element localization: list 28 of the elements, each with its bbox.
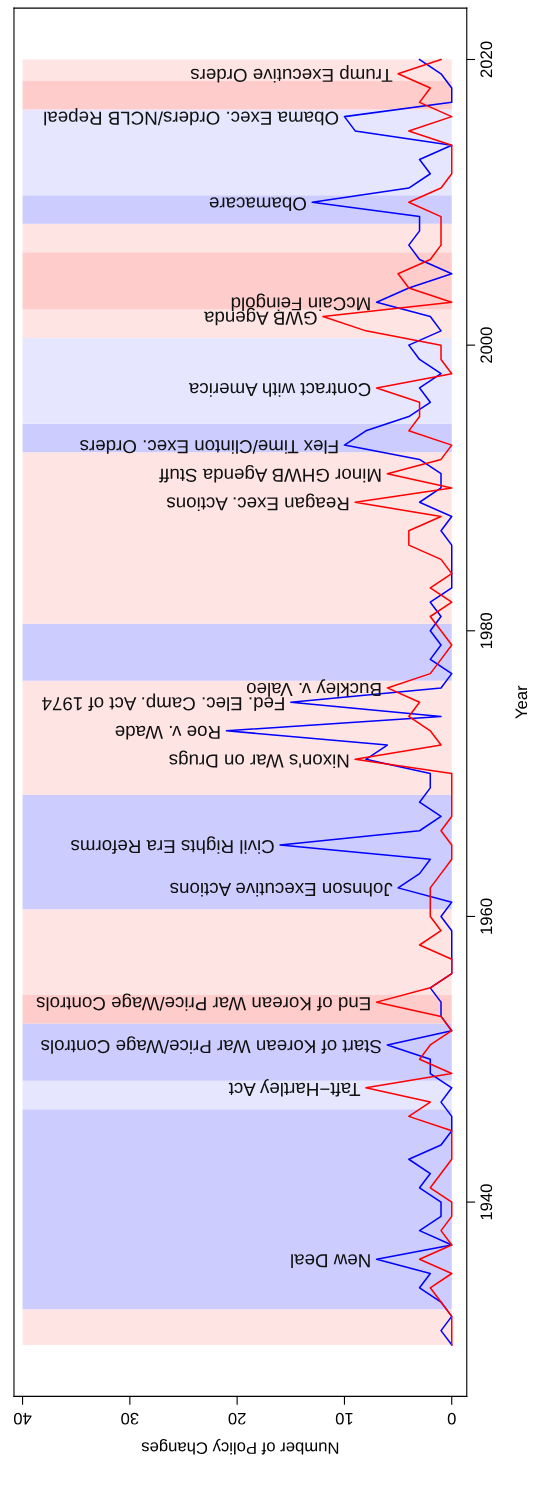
annotation: Trump Executive Orders xyxy=(190,65,393,83)
y-tick-label: 1980 xyxy=(480,612,493,649)
x-tick-label: 20 xyxy=(228,1412,246,1425)
annotation: Start of Korean War Price/Wage Controls xyxy=(41,1036,382,1054)
x-axis-title: Number of Policy Changes xyxy=(141,1438,339,1455)
y-tick-label: 1940 xyxy=(480,1184,493,1220)
annotation: Minor GHWB Agenda Stuff xyxy=(159,464,381,483)
x-tick-label: 30 xyxy=(121,1412,139,1425)
annotation: Johnson Executive Actions xyxy=(170,882,393,897)
annotation: Taft−Hartley Act xyxy=(228,1079,361,1097)
annotation: Buckley v. Valeo xyxy=(246,679,381,697)
y-axis-title: Year xyxy=(515,685,528,719)
annotation: Nixon's War on Drugs xyxy=(169,750,349,769)
x-tick-label: 10 xyxy=(335,1412,353,1425)
annotation: Obamacare xyxy=(209,197,307,212)
annotation: Reagan Exec. Actions xyxy=(167,493,349,511)
x-tick-label: 40 xyxy=(13,1412,32,1425)
annotation: Obama Exec. Orders/NCLB Repeal xyxy=(44,107,339,126)
annotation: Flex Time/Clinton Exec. Orders xyxy=(80,440,338,454)
annotation: New Deal xyxy=(291,1254,370,1268)
y-tick-label: 2000 xyxy=(480,327,493,363)
annotation: Contract with America xyxy=(188,382,371,397)
y-tick-label: 1960 xyxy=(480,898,493,934)
annotation: Roe v. Wade xyxy=(115,725,220,740)
x-tick-label: 0 xyxy=(447,1412,456,1425)
annotation: End of Korean War Price/Wage Controls xyxy=(36,993,370,1011)
y-tick-label: 2020 xyxy=(480,41,493,78)
annotation: Civil Rights Era Reforms xyxy=(71,836,274,854)
